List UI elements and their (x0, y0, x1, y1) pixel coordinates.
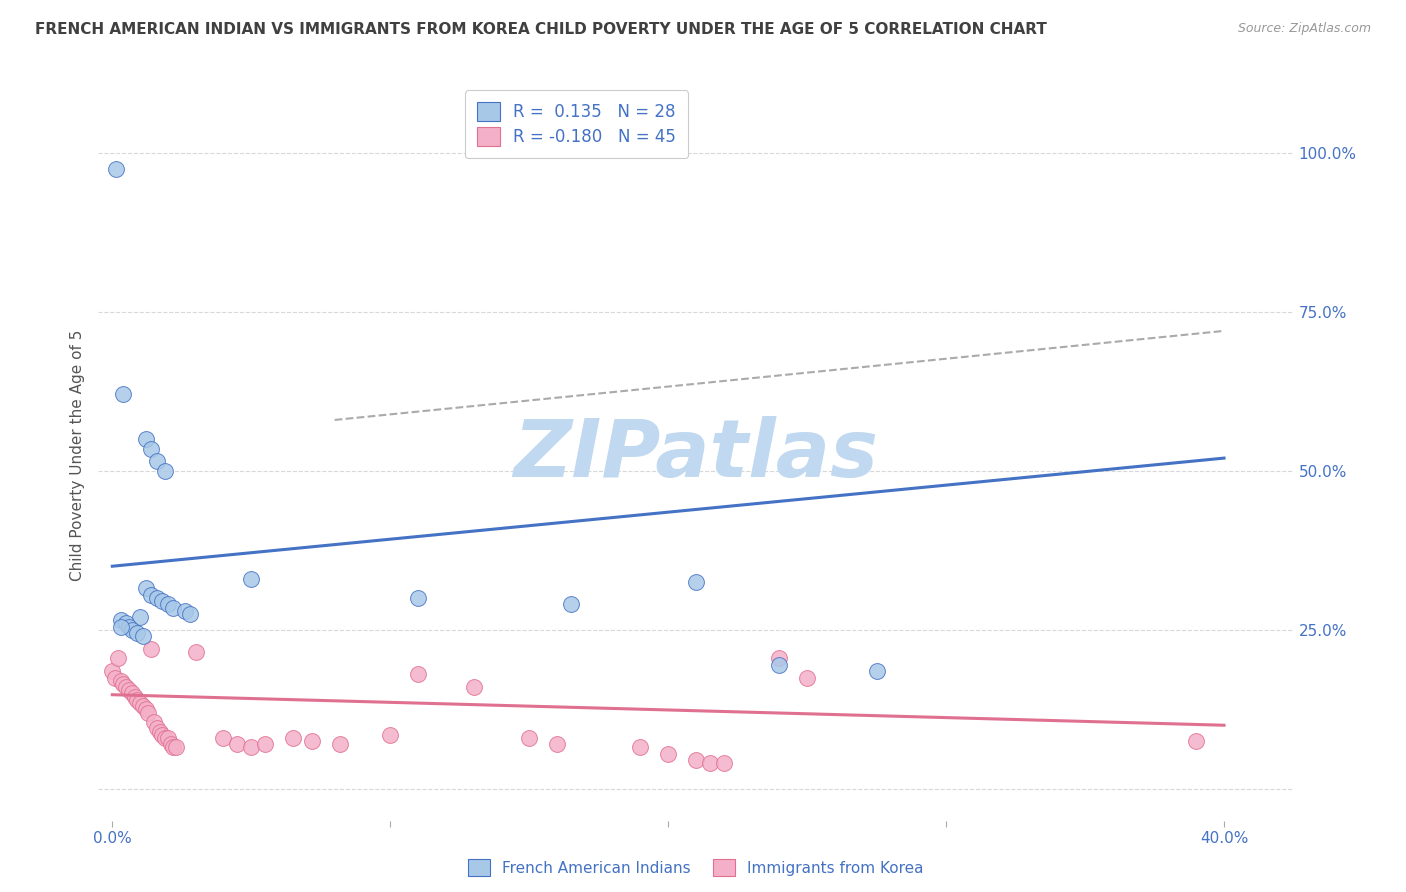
Point (685, 575, 707, 590)
Point (135, 582, 157, 596)
Y-axis label: Child Poverty Under the Age of 5: Child Poverty Under the Age of 5 (70, 329, 86, 581)
Point (380, 728, 402, 742)
Point (254, 737, 277, 751)
Point (657, 747, 679, 761)
Point (118, 620, 141, 634)
Point (156, 731, 179, 745)
Point (150, 594, 173, 608)
Point (713, 756, 735, 771)
Point (156, 598, 179, 612)
Point (146, 454, 169, 468)
Point (118, 683, 141, 698)
Point (141, 588, 163, 602)
Point (110, 620, 132, 634)
Point (153, 464, 176, 478)
Point (179, 607, 201, 621)
Point (121, 623, 143, 637)
Point (148, 724, 170, 739)
Point (768, 651, 790, 665)
Point (104, 671, 127, 685)
Point (115, 616, 138, 631)
Point (212, 731, 235, 745)
Point (141, 641, 163, 656)
Point (517, 731, 540, 745)
Point (699, 756, 721, 771)
Text: Source: ZipAtlas.com: Source: ZipAtlas.com (1237, 22, 1371, 36)
Point (796, 671, 818, 685)
Point (143, 714, 166, 729)
Point (124, 690, 146, 704)
Point (560, 598, 582, 612)
Point (865, 664, 887, 678)
Point (132, 699, 155, 714)
Point (110, 673, 132, 688)
Point (1185, 734, 1208, 748)
Text: ZIPatlas: ZIPatlas (513, 416, 879, 494)
Point (173, 604, 195, 618)
Point (129, 610, 152, 624)
Point (138, 706, 160, 720)
Point (107, 651, 129, 665)
Point (112, 677, 135, 691)
Point (329, 737, 352, 751)
Point (165, 740, 187, 755)
Point (685, 753, 707, 767)
Point (132, 629, 155, 643)
Point (115, 680, 138, 694)
Point (463, 680, 485, 694)
Point (146, 591, 169, 605)
Point (226, 737, 249, 751)
Point (110, 613, 132, 627)
Point (162, 740, 184, 755)
Point (406, 667, 429, 681)
Point (184, 645, 207, 659)
Legend: French American Indians, Immigrants from Korea: French American Indians, Immigrants from… (463, 853, 929, 882)
Point (546, 737, 568, 751)
Point (146, 722, 169, 736)
Point (159, 737, 181, 751)
Point (141, 442, 163, 456)
Point (112, 387, 135, 401)
Point (240, 740, 263, 755)
Point (768, 657, 790, 672)
Point (281, 731, 304, 745)
Point (129, 696, 152, 710)
Point (121, 686, 143, 700)
Point (127, 626, 149, 640)
Point (127, 693, 149, 707)
Point (628, 740, 651, 755)
Point (105, 161, 128, 176)
Point (150, 728, 173, 742)
Point (153, 731, 176, 745)
Point (240, 572, 263, 586)
Point (135, 702, 157, 716)
Text: FRENCH AMERICAN INDIAN VS IMMIGRANTS FROM KOREA CHILD POVERTY UNDER THE AGE OF 5: FRENCH AMERICAN INDIAN VS IMMIGRANTS FRO… (35, 22, 1047, 37)
Point (406, 591, 429, 605)
Point (162, 600, 184, 615)
Point (101, 664, 124, 678)
Point (301, 734, 323, 748)
Point (135, 432, 157, 446)
